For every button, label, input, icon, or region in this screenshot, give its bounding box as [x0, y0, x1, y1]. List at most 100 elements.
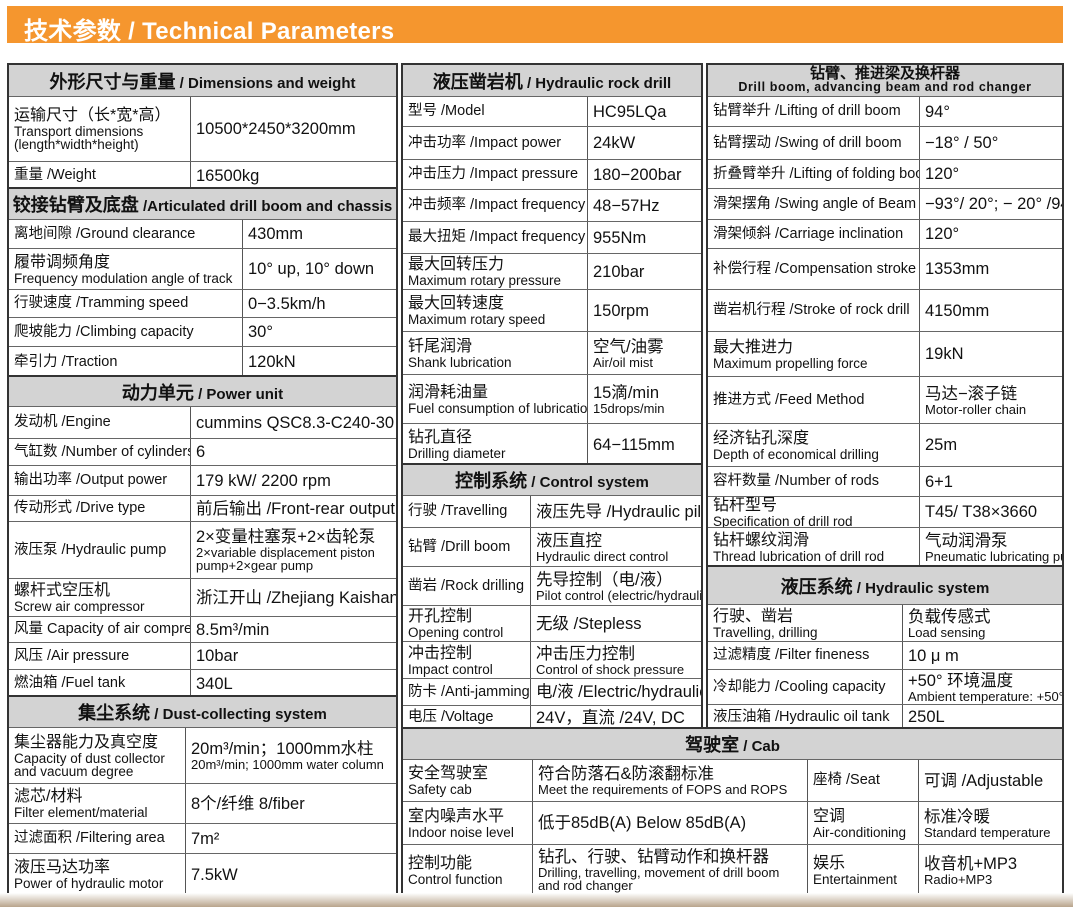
spec-label: 钻杆型号 Specification of drill rod	[708, 497, 919, 527]
text-primary: 防卡 /Anti-jamming	[408, 683, 530, 700]
table-row: 过滤面积 /Filtering area 7m²	[9, 824, 396, 854]
section-control: 控制系统 / Control system 行驶 /Travelling 液压先导 …	[401, 463, 703, 729]
text-primary: 控制功能	[408, 854, 473, 872]
background-ground-strip	[0, 893, 1073, 907]
spec-value: 电/液 /Electric/hydraulic	[530, 679, 701, 705]
text-primary: 运输尺寸（长*宽*高）	[14, 107, 171, 124]
text-primary: 19kN	[925, 345, 964, 363]
text-primary: 冲击功率 /Impact power	[408, 134, 562, 151]
text-primary: 凿岩机行程 /Stroke of rock drill	[713, 302, 910, 318]
text-primary: 折叠臂举升 /Lifting of folding boom	[713, 165, 919, 182]
spec-value: 马达−滚子链 Motor-roller chain	[919, 377, 1062, 423]
text-primary: 液压泵 /Hydraulic pump	[14, 541, 167, 558]
spec-label: 燃油箱 /Fuel tank	[9, 670, 190, 697]
text-primary: 润滑耗油量	[408, 383, 489, 401]
spec-label: 运输尺寸（长*宽*高） Transport dimensions (length*w…	[9, 97, 190, 161]
spec-label: 控制功能 Control function	[403, 845, 532, 895]
spec-value: 1353mm	[919, 249, 1062, 289]
section-title-en: /Articulated drill boom and chassis	[138, 198, 393, 215]
spec-label: 冷却能力 /Cooling capacity	[708, 670, 902, 704]
table-row: 滑架倾斜 /Carriage inclination 120°	[708, 220, 1062, 249]
text-primary: 容杆数量 /Number of rods	[713, 473, 879, 489]
spec-label: 风压 /Air pressure	[9, 643, 190, 669]
text-primary: 15滴/min	[593, 383, 660, 402]
text-primary: 标准冷暖	[924, 807, 990, 826]
spec-label: 冲击频率 /Impact frequency	[403, 190, 587, 221]
text-primary: T45/ T38×3660	[925, 503, 1038, 521]
table-row: 凿岩机行程 /Stroke of rock drill 4150mm	[708, 290, 1062, 332]
table-row: 经济钻孔深度 Depth of economical drilling 25m	[708, 424, 1062, 467]
text-primary: 过滤面积 /Filtering area	[14, 830, 165, 846]
text-secondary: (length*width*height)	[14, 137, 139, 152]
text-primary: 钻杆型号	[713, 497, 778, 514]
section-title-en: / Dimensions and weight	[175, 74, 356, 92]
text-secondary: Ambient temperature: +50°	[908, 688, 1062, 704]
text-primary: 钻杆螺纹润滑	[713, 532, 810, 549]
spec-label: 安全驾驶室 Safety cab	[403, 760, 532, 801]
section-title-en: / Dust-collecting system	[150, 706, 327, 723]
text-primary: 120kN	[248, 353, 296, 371]
spec-label: 牵引力 /Traction	[9, 347, 242, 377]
spec-value: 120°	[919, 160, 1062, 188]
spec-value: 25m	[919, 424, 1062, 466]
table-row: 室内噪声水平 Indoor noise level 低于85dB(A) Below …	[403, 802, 1062, 845]
spec-value: 180−200bar	[587, 160, 701, 189]
table-row: 冲击控制 Impact control 冲击压力控制 Control of shock…	[403, 642, 701, 679]
text-primary: 钻臂摆动 /Swing of drill boom	[713, 134, 902, 151]
spec-label: 液压泵 /Hydraulic pump	[9, 522, 190, 578]
spec-value: 冲击压力控制 Control of shock pressure	[530, 642, 701, 678]
spec-label: 过滤精度 /Filter fineness	[708, 642, 902, 669]
section-title-cn: 液压系统	[780, 576, 853, 597]
spec-label: 滑架倾斜 /Carriage inclination	[708, 220, 919, 248]
spec-value: 收音机+MP3 Radio+MP3	[918, 845, 1062, 895]
spec-value: −18° / 50°	[919, 127, 1062, 159]
section-header: 液压系统 / Hydraulic system	[708, 567, 1062, 605]
spec-label: 型号 /Model	[403, 97, 587, 126]
spec-value: 430mm	[242, 220, 396, 248]
table-row: 滑架摆角 /Swing angle of Beam −93°/ 20°; − 20…	[708, 189, 1062, 220]
table-row: 行驶 /Travelling 液压先导 /Hydraulic pilot	[403, 496, 701, 528]
section-title-cn: 铰接钻臂及底盘	[12, 195, 139, 215]
text-primary: 10 μ m	[908, 646, 959, 665]
text-primary: 955Nm	[593, 228, 647, 247]
spec-label: 螺杆式空压机 Screw air compressor	[9, 579, 190, 616]
section-title-en: / Hydraulic rock drill	[522, 74, 672, 92]
table-row: 滤芯/材料 Filter element/material 8个/纤维 8/fibe…	[9, 784, 396, 824]
spec-label: 离地间隙 /Ground clearance	[9, 220, 242, 248]
section-title-en: Drill boom, advancing beam and rod chang…	[738, 80, 1032, 94]
text-primary: 8.5m³/min	[196, 620, 270, 639]
text-secondary: Standard temperature	[924, 824, 1051, 840]
text-primary: cummins QSC8.3-C240-30	[196, 413, 395, 432]
text-primary: 可调 /Adjustable	[924, 771, 1044, 790]
text-primary: 气缸数 /Number of cylinders	[14, 443, 190, 460]
table-row: 钻杆型号 Specification of drill rod T45/ T38×3…	[708, 497, 1062, 528]
text-primary: 行驶速度 /Tramming speed	[14, 295, 189, 311]
text-secondary: Frequency modulation angle of track	[14, 270, 233, 286]
table-row: 液压泵 /Hydraulic pump 2×变量柱塞泵+2×齿轮泵 2×variab…	[9, 522, 396, 579]
text-secondary: Travelling, drilling	[713, 624, 818, 640]
section-header: 铰接钻臂及底盘 /Articulated drill boom and chas…	[9, 189, 396, 220]
text-secondary: Maximum propelling force	[713, 355, 868, 371]
table-row: 钻臂摆动 /Swing of drill boom −18° / 50°	[708, 127, 1062, 160]
text-primary: 48−57Hz	[593, 196, 660, 215]
spec-label: 钻杆螺纹润滑 Thread lubrication of drill rod	[708, 528, 919, 567]
spec-value: 负载传感式 Load sensing	[902, 605, 1062, 641]
table-row: 钻杆螺纹润滑 Thread lubrication of drill rod 气动润…	[708, 528, 1062, 567]
spec-value: 340L	[190, 670, 396, 697]
spec-label: 履带调频角度 Frequency modulation angle of trac…	[9, 249, 242, 289]
section-header: 液压凿岩机 / Hydraulic rock drill	[403, 65, 701, 97]
spec-label: 滤芯/材料 Filter element/material	[9, 784, 185, 823]
section-title-en: / Control system	[527, 474, 649, 491]
text-primary: 滑架摆角 /Swing angle of Beam	[713, 195, 917, 212]
table-row: 补偿行程 /Compensation stroke 1353mm	[708, 249, 1062, 290]
text-secondary: pump+2×gear pump	[196, 558, 314, 573]
table-row: 离地间隙 /Ground clearance 430mm	[9, 220, 396, 249]
table-row: 电压 /Voltage 24V，直流 /24V, DC	[403, 706, 701, 729]
text-secondary: 20m³/min; 1000mm water column	[191, 757, 384, 772]
table-row: 冷却能力 /Cooling capacity +50° 环境温度 Ambient t…	[708, 670, 1062, 705]
table-row: 最大回转速度 Maximum rotary speed 150rpm	[403, 290, 701, 332]
spec-value: 0−3.5km/h	[242, 290, 396, 317]
text-primary: 收音机+MP3	[924, 854, 1018, 873]
spec-value: 钻孔、行驶、钻臂动作和换杆器 Drilling, travelling, move…	[532, 845, 807, 895]
section-title-en: / Hydraulic system	[852, 579, 990, 597]
